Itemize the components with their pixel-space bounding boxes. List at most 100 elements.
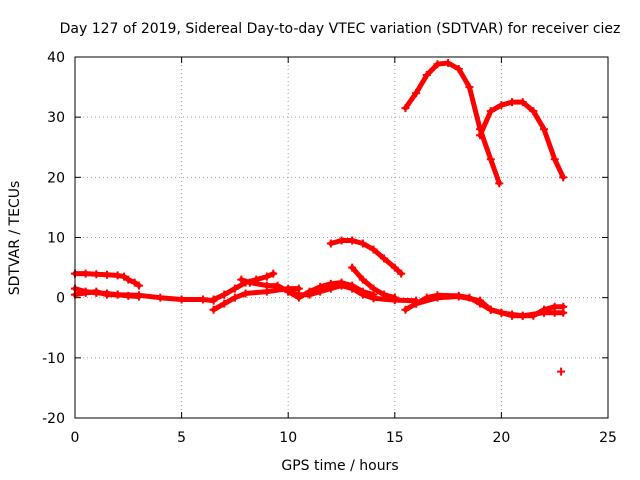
data-point [326, 239, 335, 248]
x-tick-label: 0 [71, 430, 80, 446]
data-point [177, 295, 186, 304]
data-point [454, 292, 463, 301]
data-point [358, 290, 367, 299]
data-point [518, 311, 527, 320]
data-point [262, 281, 271, 290]
axis-ticks: 0 5 10 15 20 25 -20 -10 0 10 20 30 40 [42, 50, 617, 446]
data-point [120, 272, 129, 281]
data-point [262, 272, 271, 281]
data-point [433, 60, 442, 69]
data-point [284, 287, 293, 296]
data-point [134, 281, 143, 290]
x-tick-label: 5 [177, 430, 186, 446]
y-axis-label: SDTVAR / TECUs [7, 181, 23, 296]
data-point [486, 107, 495, 116]
data-point [369, 245, 378, 254]
data-point [220, 299, 229, 308]
data-point [390, 293, 399, 302]
data-point [348, 263, 357, 272]
data-point [476, 131, 485, 140]
data-point [486, 155, 495, 164]
data-point [337, 281, 346, 290]
data-point [81, 288, 90, 297]
data-point [550, 302, 559, 311]
data-point [454, 65, 463, 74]
series-line [72, 289, 217, 304]
y-tick-label: -10 [42, 351, 65, 367]
data-point [273, 281, 282, 290]
data-point [369, 294, 378, 303]
data-point [497, 101, 506, 110]
data-point [113, 290, 122, 299]
data-point [337, 236, 346, 245]
data-point [241, 289, 250, 298]
data-point [92, 270, 101, 279]
series-arc-1 [71, 269, 143, 290]
x-tick-label: 20 [492, 430, 510, 446]
data-point [245, 278, 254, 287]
data-point [358, 239, 367, 248]
series-arc-12 [412, 292, 568, 320]
data-point [134, 291, 143, 300]
data-point [220, 290, 229, 299]
data-point [348, 236, 357, 245]
data-point [390, 263, 399, 272]
data-point [540, 125, 549, 134]
data-point [529, 311, 538, 320]
data-series [71, 59, 568, 376]
data-point [269, 269, 278, 278]
series-arc-9 [326, 236, 406, 278]
series-arc-14 [476, 98, 568, 182]
data-point [433, 293, 442, 302]
data-point [102, 270, 111, 279]
data-point [559, 173, 568, 182]
data-point [550, 155, 559, 164]
data-point [209, 295, 218, 304]
data-point [305, 290, 314, 299]
data-point [369, 284, 378, 293]
y-tick-label: 30 [47, 110, 65, 126]
data-point [486, 305, 495, 314]
series-arc-15 [557, 367, 566, 376]
series-arc-3 [71, 287, 218, 305]
data-point [529, 107, 538, 116]
chart-title: Day 127 of 2019, Sidereal Day-to-day VTE… [60, 21, 621, 37]
x-tick-label: 15 [386, 430, 404, 446]
data-point [476, 296, 485, 305]
data-point [444, 59, 453, 68]
data-point [124, 275, 133, 284]
data-point [559, 302, 568, 311]
data-point [508, 98, 517, 107]
data-point [326, 284, 335, 293]
data-point [380, 290, 389, 299]
data-point [422, 71, 431, 80]
data-point [156, 293, 165, 302]
data-point [518, 98, 527, 107]
data-point [465, 83, 474, 92]
data-point [401, 305, 410, 314]
grid [75, 57, 608, 418]
data-point [198, 295, 207, 304]
data-point [495, 179, 504, 188]
data-point [102, 290, 111, 299]
series-line [328, 238, 404, 277]
y-tick-label: 0 [56, 291, 65, 307]
y-tick-label: 40 [47, 50, 65, 66]
data-point [113, 271, 122, 280]
data-point [412, 89, 421, 98]
x-tick-label: 10 [279, 430, 297, 446]
data-point [294, 293, 303, 302]
series-line [403, 60, 502, 186]
y-tick-label: 10 [47, 231, 65, 247]
data-point [237, 275, 246, 284]
data-point [380, 254, 389, 263]
data-point [397, 269, 406, 278]
data-point [412, 299, 421, 308]
y-tick-label: -20 [42, 411, 65, 427]
data-point [230, 284, 239, 293]
data-point [401, 104, 410, 113]
y-tick-label: 20 [47, 170, 65, 186]
data-point [358, 275, 367, 284]
data-point [130, 278, 139, 287]
